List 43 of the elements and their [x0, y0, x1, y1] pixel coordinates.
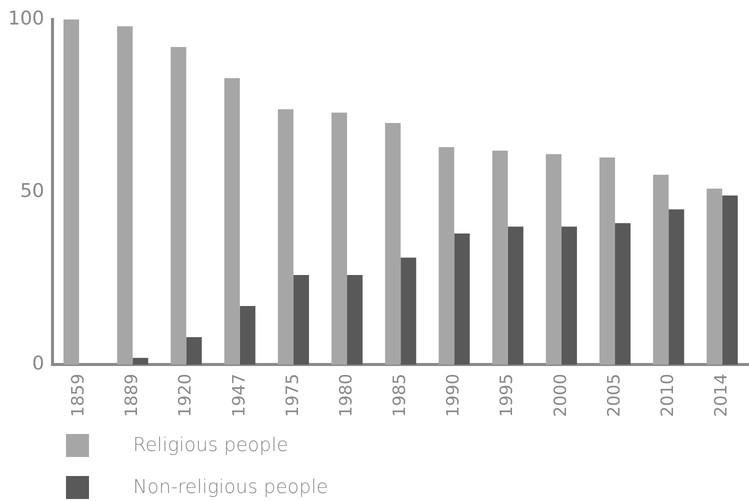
- x-tick-label: 1990: [444, 374, 464, 417]
- bar: [653, 174, 669, 365]
- x-tick-label: 2000: [550, 374, 571, 417]
- x-tick-label: 1889: [122, 374, 142, 417]
- x-tick-label: 1975: [282, 374, 303, 417]
- bar: [454, 234, 470, 365]
- bar: [492, 150, 508, 365]
- bar: [170, 47, 186, 365]
- y-tick-label: 50: [20, 180, 44, 202]
- bar: [64, 19, 80, 365]
- bar: [186, 337, 202, 365]
- bar: [722, 196, 738, 365]
- bar: [347, 274, 363, 365]
- x-tick-label: 1980: [336, 374, 356, 417]
- bar: [132, 358, 148, 365]
- x-tick-label: 1947: [229, 374, 250, 417]
- x-tick-label: 1859: [68, 374, 88, 417]
- legend-label: Religious people: [133, 434, 288, 456]
- y-tick-label: 100: [8, 7, 44, 30]
- bar: [615, 223, 631, 365]
- x-tick-label: 2014: [712, 374, 732, 417]
- bar: [240, 306, 256, 365]
- bar: [117, 26, 133, 365]
- bar: [385, 123, 401, 365]
- bar: [561, 226, 577, 365]
- x-tick-label: 2005: [604, 374, 624, 417]
- y-tick-label: 0: [32, 352, 44, 375]
- bar: [438, 147, 454, 365]
- bar: [224, 78, 240, 365]
- bar: [706, 188, 722, 365]
- x-tick-label: 1985: [390, 374, 410, 417]
- bar: [293, 274, 309, 365]
- bar: [331, 112, 348, 365]
- legend-label: Non-religious people: [133, 476, 328, 498]
- bar: [668, 209, 684, 365]
- bar: [508, 226, 524, 365]
- x-tick-label: 1995: [497, 374, 518, 417]
- bar: [599, 158, 616, 365]
- bar: [400, 258, 416, 365]
- x-tick-label: 2010: [658, 374, 678, 417]
- x-tick-label: 1920: [176, 374, 196, 417]
- bar: [278, 109, 294, 365]
- bar: [546, 154, 562, 365]
